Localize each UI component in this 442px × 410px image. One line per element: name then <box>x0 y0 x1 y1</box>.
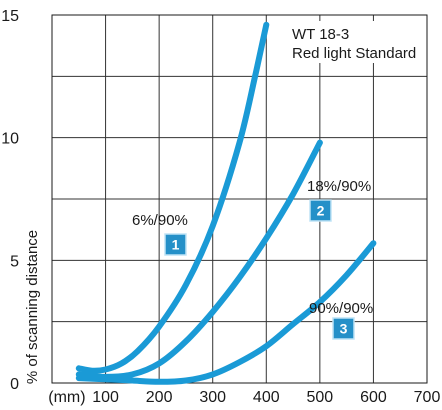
series-badge-2 <box>309 199 332 222</box>
y-tick-label: 10 <box>1 131 19 148</box>
series-badge-number-3: 3 <box>340 321 348 337</box>
y-tick-labels: 0 5 10 15 <box>1 8 19 393</box>
series-badge-number-1: 1 <box>172 237 180 253</box>
x-tick-label: 500 <box>307 389 334 406</box>
series-label-2: 18%/90% <box>307 178 371 195</box>
series-annotations: 6%/90% 1 18%/90% 2 90%/90% 3 <box>132 178 373 340</box>
chart-title: WT 18-3 <box>292 26 349 43</box>
series-badge-number-2: 2 <box>317 203 325 219</box>
x-tick-label: 100 <box>92 389 119 406</box>
grid <box>52 14 428 383</box>
series-line-3 <box>75 240 377 385</box>
y-tick-label: 15 <box>1 8 19 25</box>
x-tick-labels: 100 200 300 400 500 600 700 <box>92 389 440 406</box>
y-axis-label: % of scanning distance <box>24 230 41 384</box>
chart-subtitle: Red light Standard <box>292 45 416 62</box>
series-lines <box>75 21 377 385</box>
series-line-1 <box>75 21 270 374</box>
x-tick-label: 200 <box>146 389 173 406</box>
title-background <box>288 21 425 63</box>
y-tick-label: 0 <box>10 376 19 393</box>
series-label-1: 6%/90% <box>132 212 188 229</box>
x-tick-label: 700 <box>414 389 441 406</box>
series-label-3: 90%/90% <box>309 300 373 317</box>
plot-frame <box>51 14 428 384</box>
series-line-2 <box>75 139 323 380</box>
x-tick-label: 300 <box>199 389 226 406</box>
x-tick-label: 600 <box>360 389 387 406</box>
series-badge-3 <box>332 317 355 340</box>
series-badge-1 <box>164 233 187 256</box>
x-tick-label: 400 <box>253 389 280 406</box>
x-unit-label: (mm) <box>48 389 85 406</box>
y-tick-label: 5 <box>10 253 19 270</box>
